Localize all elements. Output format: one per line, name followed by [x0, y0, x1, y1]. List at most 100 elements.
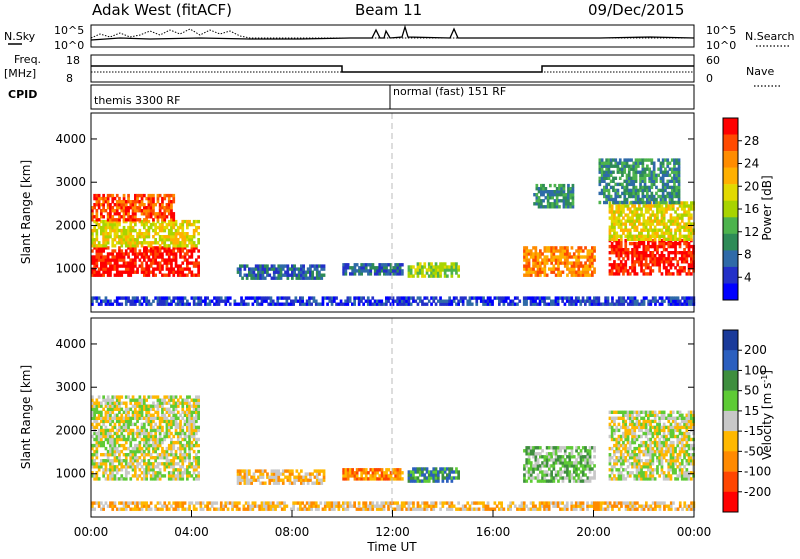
- power-cell: [512, 300, 515, 303]
- power-cell: [127, 255, 130, 258]
- velocity-cell: [139, 395, 142, 398]
- velocity-cell: [111, 429, 114, 432]
- velocity-cell: [116, 441, 119, 444]
- power-cell: [567, 196, 570, 199]
- power-cell: [637, 192, 640, 195]
- power-echo-region: [91, 220, 200, 248]
- power-cell: [683, 242, 686, 245]
- power-cell: [643, 269, 646, 272]
- velocity-cell: [120, 417, 123, 420]
- velocity-cell: [428, 470, 431, 473]
- velocity-cell: [163, 399, 166, 402]
- power-cell: [629, 216, 632, 219]
- power-cell: [170, 249, 173, 252]
- velocity-cell: [170, 471, 173, 474]
- power-cell: [154, 203, 157, 206]
- velocity-cell: [528, 458, 531, 461]
- velocity-cell: [120, 444, 123, 447]
- power-cell: [295, 300, 298, 303]
- velocity-cell: [134, 453, 137, 456]
- power-cell: [611, 207, 614, 210]
- velocity-cell: [132, 450, 135, 453]
- power-cell: [150, 194, 153, 197]
- velocity-cell: [143, 468, 146, 471]
- velocity-cell: [143, 438, 146, 441]
- power-cell: [451, 262, 454, 265]
- power-cell: [261, 296, 264, 299]
- power-cell: [148, 215, 151, 218]
- power-cell: [152, 206, 155, 209]
- velocity-cell: [120, 450, 123, 453]
- power-cell: [367, 296, 370, 299]
- power-cell: [184, 241, 187, 244]
- velocity-cell: [186, 399, 189, 402]
- power-cell: [120, 271, 123, 274]
- power-cell: [611, 222, 614, 225]
- power-cell: [662, 195, 665, 198]
- velocity-cell: [580, 452, 583, 455]
- power-cell: [518, 300, 521, 303]
- power-cell: [603, 201, 606, 204]
- velocity-cell: [237, 482, 240, 485]
- velocity-cell: [96, 405, 99, 408]
- power-cell: [277, 264, 280, 267]
- velocity-cell: [618, 450, 621, 453]
- velocity-cell: [120, 426, 123, 429]
- power-cell: [663, 238, 666, 241]
- velocity-cell: [96, 417, 99, 420]
- power-cell: [642, 162, 645, 165]
- power-cell: [652, 229, 655, 232]
- power-cell: [218, 303, 221, 306]
- velocity-cell: [195, 417, 198, 420]
- velocity-cell: [168, 402, 171, 405]
- power-cell: [277, 277, 280, 280]
- power-cell: [563, 196, 566, 199]
- power-cell: [652, 257, 655, 260]
- power-cell: [640, 269, 643, 272]
- velocity-cell: [181, 402, 184, 405]
- power-cell: [624, 226, 627, 229]
- velocity-cell: [148, 453, 151, 456]
- power-cell: [605, 201, 608, 204]
- power-cell: [132, 296, 135, 299]
- velocity-cell: [633, 417, 636, 420]
- power-cell: [681, 219, 684, 222]
- power-cell: [537, 264, 540, 267]
- velocity-cell: [166, 432, 169, 435]
- power-cell: [129, 229, 132, 232]
- power-cell: [191, 235, 194, 238]
- velocity-cell: [109, 432, 112, 435]
- power-cell: [665, 242, 668, 245]
- power-cell: [114, 226, 117, 229]
- power-cell: [172, 238, 175, 241]
- power-cell: [633, 229, 636, 232]
- power-cell: [358, 303, 361, 306]
- velocity-cell: [125, 459, 128, 462]
- velocity-cell: [636, 438, 639, 441]
- power-cell: [666, 165, 669, 168]
- power-cell: [658, 254, 661, 257]
- velocity-cell: [633, 441, 636, 444]
- velocity-cell: [633, 450, 636, 453]
- power-cell: [628, 177, 631, 180]
- power-cell: [665, 204, 668, 207]
- power-cell: [193, 223, 196, 226]
- power-cell: [102, 197, 105, 200]
- velocity-cell: [154, 447, 157, 450]
- power-cell: [635, 174, 638, 177]
- power-cell: [428, 268, 431, 271]
- power-cell: [410, 268, 413, 271]
- power-cell: [644, 168, 647, 171]
- velocity-cell: [620, 450, 623, 453]
- power-cell: [621, 162, 624, 165]
- power-cell: [129, 235, 132, 238]
- velocity-cell: [457, 476, 460, 479]
- power-cell: [328, 300, 331, 303]
- power-cell: [617, 192, 620, 195]
- power-cell: [159, 255, 162, 258]
- power-cell: [114, 209, 117, 212]
- power-cell: [683, 257, 686, 260]
- power-cell: [605, 168, 608, 171]
- velocity-cell: [170, 399, 173, 402]
- velocity-cell: [166, 465, 169, 468]
